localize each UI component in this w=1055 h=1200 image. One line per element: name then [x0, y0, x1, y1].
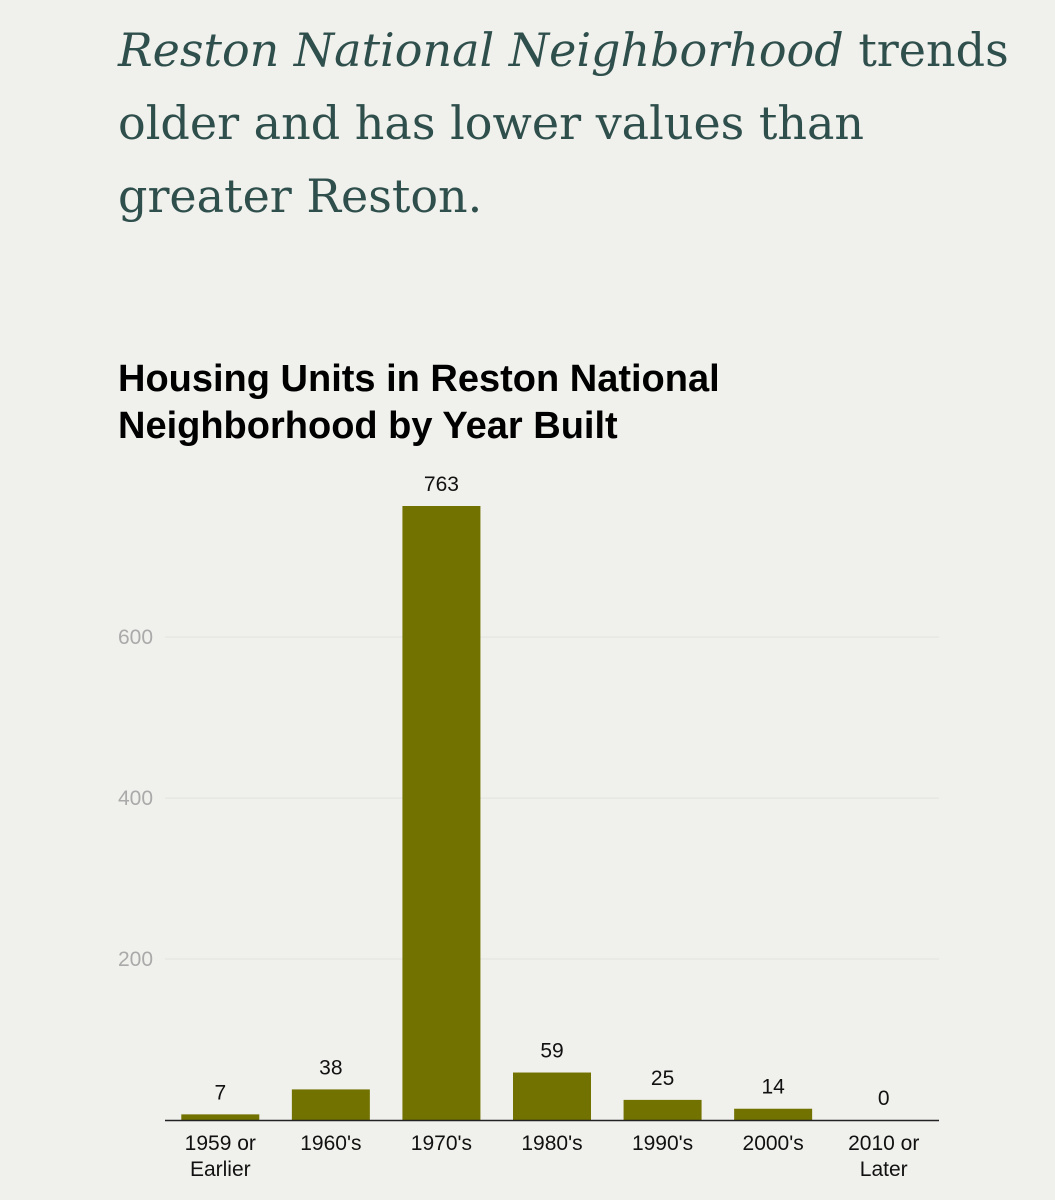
headline-emphasis: Reston National Neighborhood	[118, 23, 844, 77]
bar	[623, 1099, 702, 1120]
bar	[402, 506, 481, 1120]
x-tick-label: 1980's	[521, 1132, 582, 1155]
bar	[181, 1114, 260, 1120]
bar-value-label: 25	[651, 1067, 674, 1090]
bar-value-label: 7	[214, 1081, 226, 1104]
y-tick-label: 200	[118, 948, 153, 971]
bar	[734, 1108, 813, 1120]
x-tick-label: 2000's	[743, 1132, 804, 1155]
x-axis-tick-labels: 1959 or Earlier 1960's 1970's 1980's 1990's 20…	[185, 1132, 920, 1181]
headline-rest: trends older and has lower values than g…	[118, 23, 1009, 223]
y-axis-tick-labels: 200 400 600	[118, 626, 153, 971]
gridlines	[165, 636, 939, 960]
x-tick-label: 1970's	[411, 1132, 472, 1155]
y-tick-label: 600	[118, 626, 153, 649]
bar-value-label: 763	[424, 473, 459, 496]
x-tick-label: 1960's	[300, 1132, 361, 1155]
headline: Reston National Neighborhood trends olde…	[118, 14, 1018, 233]
y-tick-label: 400	[118, 787, 153, 810]
bar-value-label: 0	[878, 1087, 890, 1110]
chart-title: Housing Units in Reston National Neighbo…	[118, 358, 720, 447]
bar	[513, 1072, 591, 1120]
bar-value-label: 59	[540, 1040, 563, 1063]
x-tick-label: 1959 or Earlier	[185, 1132, 256, 1181]
x-tick-label: 1990's	[632, 1132, 693, 1155]
bar	[291, 1089, 370, 1120]
bar-value-labels: 7 38 763 59 25 14 0	[214, 473, 889, 1110]
bar-value-label: 14	[761, 1076, 785, 1099]
bars	[181, 506, 813, 1120]
x-tick-label: 2010 or Later	[848, 1132, 919, 1181]
bar-value-label: 38	[319, 1056, 342, 1079]
